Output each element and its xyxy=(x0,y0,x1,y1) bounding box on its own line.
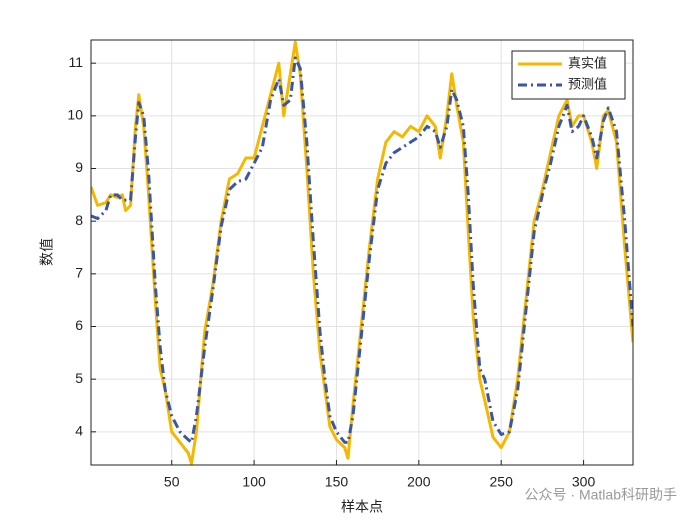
legend-label: 预测值 xyxy=(568,76,607,91)
y-tick-label: 4 xyxy=(75,423,83,439)
x-axis-label: 样本点 xyxy=(341,499,383,515)
y-tick-label: 9 xyxy=(75,159,83,175)
y-tick-label: 5 xyxy=(75,370,83,386)
legend-label: 真实值 xyxy=(568,55,607,70)
x-tick-label: 250 xyxy=(490,474,514,490)
y-axis-label: 数值 xyxy=(39,238,55,266)
x-tick-label: 150 xyxy=(325,474,349,490)
x-tick-label: 50 xyxy=(164,474,180,490)
y-tick-label: 7 xyxy=(75,265,83,281)
y-tick-label: 8 xyxy=(75,212,83,228)
y-tick-label: 6 xyxy=(75,317,83,333)
x-tick-label: 300 xyxy=(572,474,596,490)
plot-frame xyxy=(90,39,634,466)
x-tick-label: 200 xyxy=(407,474,431,490)
x-tick-label: 100 xyxy=(242,474,266,490)
legend-box xyxy=(511,50,626,100)
y-tick-label: 10 xyxy=(67,107,83,123)
series-line xyxy=(91,56,633,444)
y-tick-label: 11 xyxy=(68,54,83,70)
watermark: 公众号 · Matlab科研助手 xyxy=(525,487,677,503)
